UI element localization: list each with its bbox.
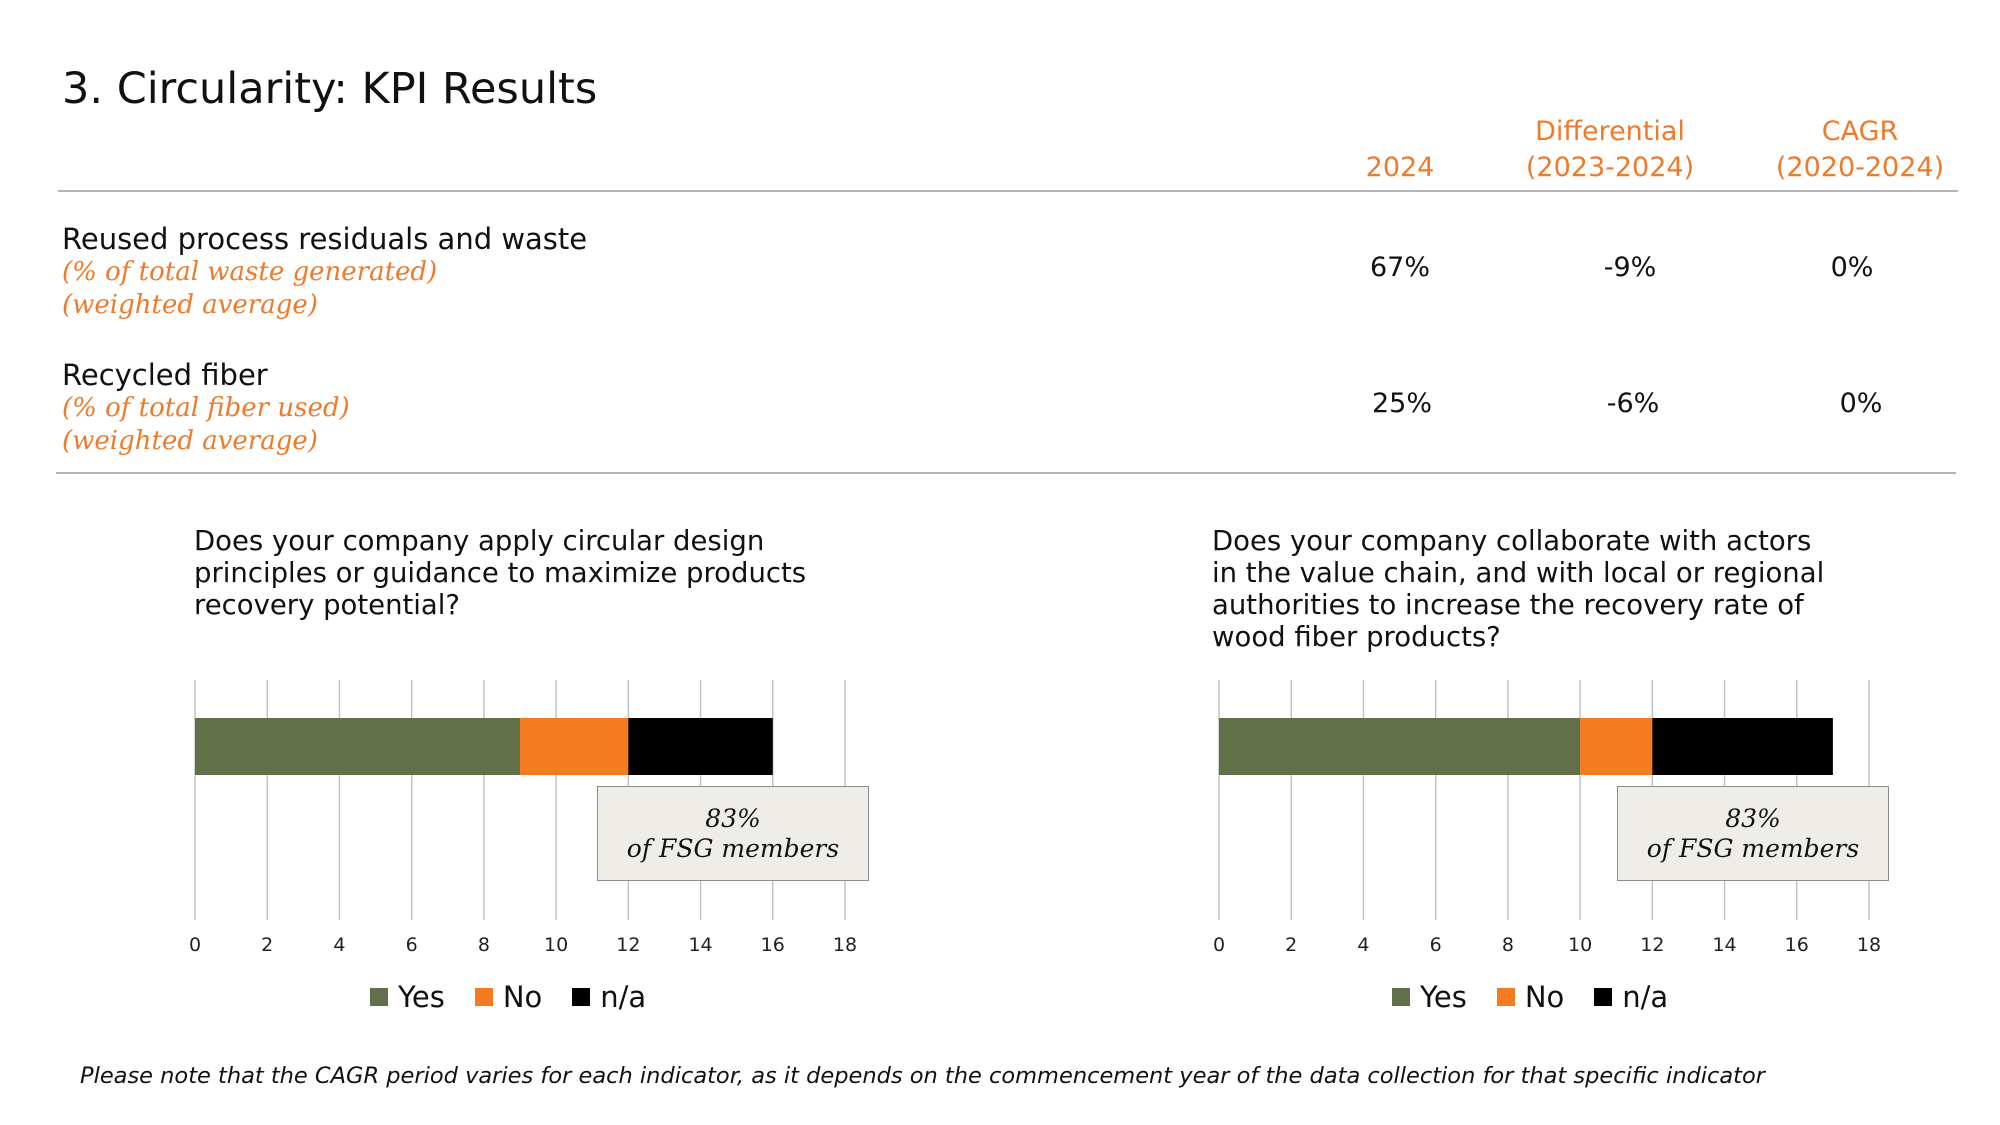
chart-2-title: Does your company collaborate with actor… — [1212, 525, 1825, 653]
x-tick-label: 8 — [1502, 934, 1514, 956]
chart-1-callout: 83% of FSG members — [597, 786, 869, 881]
chart-1-svg: 0 2 4 6 8 10 12 14 16 18 — [189, 680, 857, 956]
legend-label-yes: Yes — [1420, 980, 1467, 1014]
header-year: 2024 — [1365, 152, 1435, 183]
bar-segment-yes — [195, 718, 520, 775]
bar-segment-no — [520, 718, 629, 775]
legend-swatch-yes — [370, 988, 388, 1006]
chart-1-ticks: 0 2 4 6 8 10 12 14 16 18 — [189, 934, 857, 956]
kpi-subtitle-line1: (% of total fiber used) — [62, 393, 350, 423]
x-tick-label: 4 — [333, 934, 345, 956]
legend-label-na: n/a — [600, 980, 647, 1014]
header-cagr: CAGR (2020-2024) — [1760, 114, 1960, 186]
kpi-value-cagr: 0% — [1839, 388, 1883, 419]
x-tick-label: 2 — [1285, 934, 1297, 956]
bar-segment-no — [1580, 718, 1653, 775]
legend-item-na: n/a — [572, 980, 646, 1014]
x-tick-label: 18 — [1857, 934, 1881, 956]
table-bottom-rule — [56, 472, 1956, 474]
kpi-value-differential: -9% — [1603, 252, 1657, 283]
kpi-value-2024: 67% — [1369, 252, 1430, 283]
x-tick-label: 8 — [478, 934, 490, 956]
chart-2-ticks: 0 2 4 6 8 10 12 14 16 18 — [1213, 934, 1881, 956]
kpi-subtitle-line1: (% of total waste generated) — [62, 257, 438, 287]
header-differential: Differential (2023-2024) — [1500, 114, 1720, 186]
kpi-value-cagr: 0% — [1830, 252, 1874, 283]
x-tick-label: 0 — [189, 934, 201, 956]
legend-swatch-no — [474, 988, 493, 1006]
chart-2-callout-label: of FSG members — [1646, 833, 1860, 863]
legend-item-yes: Yes — [370, 980, 445, 1014]
legend-swatch-no — [1496, 988, 1515, 1006]
chart-2-bars — [1219, 718, 1833, 775]
chart-2-callout-percent: 83% — [1725, 803, 1781, 833]
chart-1-callout-label: of FSG members — [626, 833, 840, 863]
x-tick-label: 14 — [688, 934, 712, 956]
footnote: Please note that the CAGR period varies … — [80, 1063, 1765, 1089]
x-tick-label: 14 — [1712, 934, 1736, 956]
header-cagr-line2: (2020-2024) — [1775, 152, 1945, 183]
kpi-subtitle-line2: (weighted average) — [62, 426, 318, 456]
kpi-subtitle-line2: (weighted average) — [62, 290, 318, 320]
chart-1-title: Does your company apply circular design … — [194, 525, 807, 621]
legend-label-no: No — [502, 980, 543, 1014]
legend-item-no: No — [1496, 980, 1565, 1014]
legend-label-na: n/a — [1622, 980, 1669, 1014]
table-row: Reused process residuals and waste (% of… — [62, 222, 587, 322]
table-row: Recycled fiber (% of total fiber used) (… — [62, 358, 350, 458]
x-tick-label: 2 — [261, 934, 273, 956]
bar-segment-na — [628, 718, 773, 775]
chart-1-bars — [195, 718, 773, 775]
x-tick-label: 12 — [1640, 934, 1664, 956]
kpi-name: Recycled fiber — [62, 358, 268, 392]
legend-label-yes: Yes — [398, 980, 445, 1014]
legend-item-no: No — [474, 980, 543, 1014]
header-differential-line2: (2023-2024) — [1525, 152, 1695, 183]
chart-1-legend: Yes No n/a — [370, 980, 676, 1014]
chart-2-callout: 83% of FSG members — [1617, 786, 1889, 881]
x-tick-label: 4 — [1357, 934, 1369, 956]
legend-swatch-na — [1594, 988, 1613, 1006]
legend-swatch-na — [572, 988, 591, 1006]
chart-2-svg: 0 2 4 6 8 10 12 14 16 18 — [1213, 680, 1881, 956]
page-title: 3. Circularity: KPI Results — [62, 64, 598, 114]
x-tick-label: 18 — [833, 934, 857, 956]
table-top-rule — [58, 190, 1958, 192]
x-tick-label: 0 — [1213, 934, 1225, 956]
x-tick-label: 16 — [1785, 934, 1809, 956]
legend-item-yes: Yes — [1392, 980, 1467, 1014]
legend-swatch-yes — [1392, 988, 1410, 1006]
bar-segment-na — [1652, 718, 1833, 775]
x-tick-label: 12 — [616, 934, 640, 956]
kpi-name: Reused process residuals and waste — [62, 222, 588, 256]
legend-label-no: No — [1524, 980, 1565, 1014]
x-tick-label: 10 — [1568, 934, 1592, 956]
chart-1-callout-percent: 83% — [705, 803, 761, 833]
header-differential-line1: Differential — [1535, 116, 1685, 147]
bar-segment-yes — [1219, 718, 1581, 775]
x-tick-label: 6 — [406, 934, 418, 956]
x-tick-label: 6 — [1430, 934, 1442, 956]
kpi-value-differential: -6% — [1606, 388, 1660, 419]
legend-item-na: n/a — [1594, 980, 1668, 1014]
chart-2-legend: Yes No n/a — [1392, 980, 1698, 1014]
kpi-value-2024: 25% — [1371, 388, 1432, 419]
x-tick-label: 16 — [761, 934, 785, 956]
x-tick-label: 10 — [544, 934, 568, 956]
header-cagr-line1: CAGR — [1821, 116, 1899, 147]
